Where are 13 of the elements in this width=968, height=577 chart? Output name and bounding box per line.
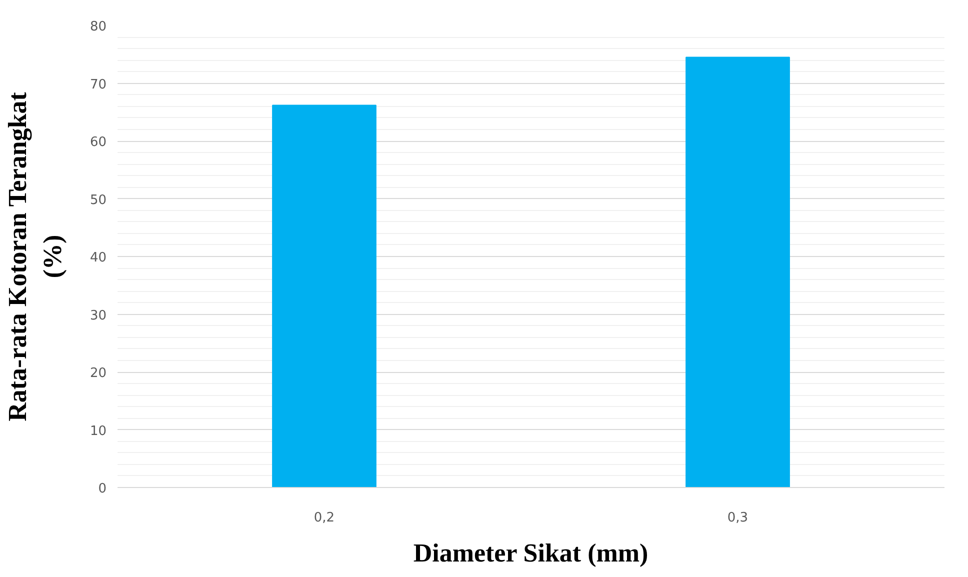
x-tick-label: 0,2	[314, 510, 335, 526]
x-axis-title: Diameter Sikat (mm)	[413, 538, 648, 568]
y-tick-label: 50	[90, 192, 107, 208]
y-axis-title: Rata-rata Kotoran Terangkat (%)	[3, 92, 67, 422]
y-tick-label: 20	[90, 366, 107, 381]
y-tick-label: 80	[90, 20, 107, 34]
y-tick-label: 70	[90, 77, 107, 92]
x-tick-label: 0,3	[727, 510, 748, 526]
y-tick-label: 40	[90, 250, 107, 266]
y-tick-label: 60	[90, 135, 107, 150]
y-tick-label: 0	[98, 482, 107, 496]
y-tick-label: 30	[90, 308, 107, 324]
y-tick-label: 10	[90, 424, 107, 439]
